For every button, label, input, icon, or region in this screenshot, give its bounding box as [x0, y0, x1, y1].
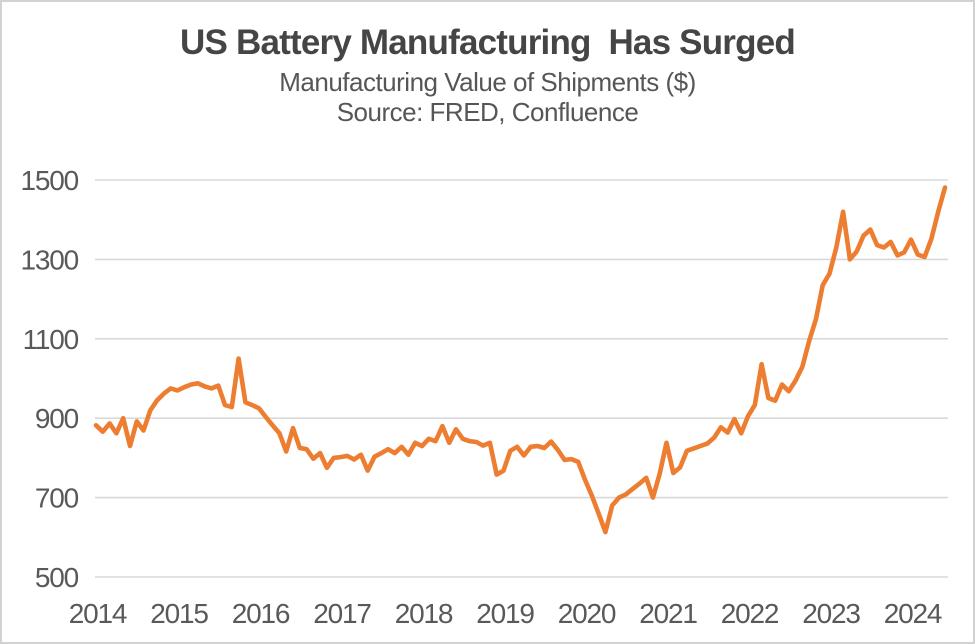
x-tick-label: 2015: [150, 598, 208, 629]
series-line-battery-shipments: [93, 185, 948, 535]
x-tick-label: 2023: [802, 598, 860, 629]
x-tick-label: 2022: [721, 598, 779, 629]
chart-source-note: Source: FRED, Confluence: [336, 97, 639, 127]
x-tick-label: 2018: [395, 598, 453, 629]
x-tick-label: 2024: [884, 598, 942, 629]
y-tick-label: 1300: [21, 244, 79, 275]
x-tick-label: 2014: [69, 598, 127, 629]
chart-subtitle: Manufacturing Value of Shipments ($): [279, 67, 696, 97]
x-tick-label: 2020: [558, 598, 616, 629]
y-tick-label: 1100: [23, 324, 79, 355]
x-tick-label: 2019: [476, 598, 534, 629]
y-tick-label: 700: [35, 483, 79, 514]
x-tick-label: 2021: [639, 598, 697, 629]
y-tick-label: 900: [35, 403, 79, 434]
y-tick-label: 500: [35, 562, 79, 593]
y-tick-label: 1500: [21, 165, 79, 196]
chart-title: US Battery Manufacturing Has Surged: [180, 23, 796, 62]
x-tick-label: 2017: [313, 598, 371, 629]
x-tick-label: 2016: [232, 598, 290, 629]
